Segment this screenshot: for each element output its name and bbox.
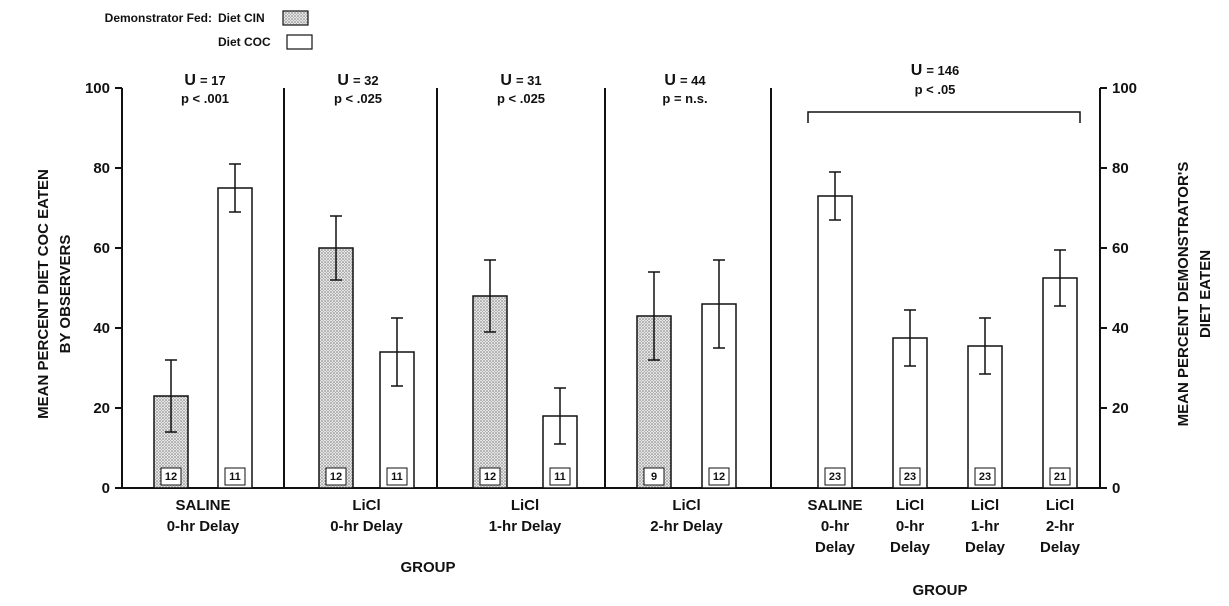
labels: 0 0 20 20 40 40 60 60 80 80 100 100 12 11 SALINE 0-hr D… <box>85 62 1137 599</box>
stat-p: p < .001 <box>181 91 229 106</box>
n-label: 12 <box>713 471 725 483</box>
stat-u: U = 32 <box>337 72 378 89</box>
stat-u-value: = 146 <box>926 63 959 78</box>
y-tick-label-right: 20 <box>1112 400 1129 417</box>
category-label: LiCl <box>896 497 924 514</box>
n-label-box <box>386 467 408 486</box>
bar <box>817 195 853 489</box>
stat-u: U = 146 <box>911 62 959 79</box>
bar-cin <box>318 247 354 489</box>
y-tick-label-left: 0 <box>102 480 110 497</box>
n-label-box <box>549 467 571 486</box>
category-label: Delay <box>965 539 1006 556</box>
y-tick-label-right: 100 <box>1112 80 1137 97</box>
y-tick-label-left: 60 <box>93 240 110 257</box>
stat-u-value: = 44 <box>680 73 706 88</box>
n-label-box <box>643 467 665 486</box>
bars <box>153 163 1078 489</box>
legend-entry-coc-swatch <box>286 34 313 50</box>
n-label: 23 <box>829 471 841 483</box>
n-label-box <box>224 467 246 486</box>
stat-u: U = 17 <box>184 72 225 89</box>
n-label-box <box>160 467 182 486</box>
category-label: LiCl <box>1046 497 1074 514</box>
legend-entry-coc-label: Diet COC <box>218 35 271 49</box>
category-label: 0-hr <box>821 518 850 535</box>
stat-p: p < .025 <box>334 91 382 106</box>
n-label: 21 <box>1054 471 1066 483</box>
category-label: Delay <box>890 539 931 556</box>
stat-u-value: = 32 <box>353 73 379 88</box>
n-label: 12 <box>484 471 496 483</box>
y-axis-right-label-line2: DIET EATEN <box>1197 250 1214 338</box>
x-axis-label-right: GROUP <box>912 582 967 599</box>
stat-u-value: = 31 <box>516 73 542 88</box>
legend-entry-cin-label: Diet CIN <box>218 11 265 25</box>
n-label-box <box>1049 467 1071 486</box>
category-label: 1-hr <box>971 518 1000 535</box>
y-tick-label-right: 80 <box>1112 160 1129 177</box>
n-label: 23 <box>979 471 991 483</box>
n-label-box <box>824 467 846 486</box>
axes <box>115 87 1107 489</box>
n-label: 12 <box>165 471 177 483</box>
group-label: LiCl <box>352 497 380 514</box>
y-tick-label-left: 100 <box>85 80 110 97</box>
y-axis-right-label: MEAN PERCENT DEMONSTRATOR'S DIET EATEN <box>1175 162 1214 427</box>
n-label-box <box>325 467 347 486</box>
y-tick-label-left: 40 <box>93 320 110 337</box>
n-label-box <box>479 467 501 486</box>
n-label: 23 <box>904 471 916 483</box>
legend-title: Demonstrator Fed: <box>105 11 212 25</box>
stat-u-value: = 17 <box>200 73 226 88</box>
y-tick-label-left: 20 <box>93 400 110 417</box>
y-axis-left-label: MEAN PERCENT DIET COC EATEN BY OBSERVERS <box>35 169 74 419</box>
y-axis-left-label-line2: BY OBSERVERS <box>57 235 74 354</box>
group-label: 2-hr Delay <box>650 518 723 535</box>
legend: Demonstrator Fed: Diet CIN Diet COC <box>105 10 313 50</box>
stat-p: p < .025 <box>497 91 545 106</box>
n-label-box <box>899 467 921 486</box>
group-label: 0-hr Delay <box>330 518 403 535</box>
bar-coc <box>217 187 253 489</box>
y-tick-label-right: 60 <box>1112 240 1129 257</box>
group-label: SALINE <box>175 497 230 514</box>
group-label: 0-hr Delay <box>167 518 240 535</box>
category-label: 0-hr <box>896 518 925 535</box>
group-label: LiCl <box>672 497 700 514</box>
stat-u: U = 31 <box>500 72 541 89</box>
n-label: 11 <box>391 471 403 483</box>
n-label-box <box>974 467 996 486</box>
stat-p: p = n.s. <box>662 91 707 106</box>
legend-entry-cin-swatch <box>282 10 309 26</box>
category-label: Delay <box>1040 539 1081 556</box>
y-tick-label-left: 80 <box>93 160 110 177</box>
y-axis-right-label-line1: MEAN PERCENT DEMONSTRATOR'S <box>1175 162 1192 427</box>
significance-bracket <box>807 111 1081 123</box>
stat-p: p < .05 <box>915 82 956 97</box>
y-axis-left-label-line1: MEAN PERCENT DIET COC EATEN <box>35 169 52 419</box>
stat-u: U = 44 <box>664 72 706 89</box>
n-label: 12 <box>330 471 342 483</box>
group-label: 1-hr Delay <box>489 518 562 535</box>
n-label-box <box>708 467 730 486</box>
n-label: 11 <box>229 471 241 483</box>
y-tick-label-right: 0 <box>1112 480 1120 497</box>
category-label: SALINE <box>807 497 862 514</box>
x-axis-label-left: GROUP <box>400 559 455 576</box>
n-label: 11 <box>554 471 566 483</box>
category-label: 2-hr <box>1046 518 1075 535</box>
bar <box>1042 277 1078 489</box>
category-label: Delay <box>815 539 856 556</box>
category-label: LiCl <box>971 497 999 514</box>
y-tick-label-right: 40 <box>1112 320 1129 337</box>
n-label: 9 <box>651 471 657 483</box>
group-label: LiCl <box>511 497 539 514</box>
